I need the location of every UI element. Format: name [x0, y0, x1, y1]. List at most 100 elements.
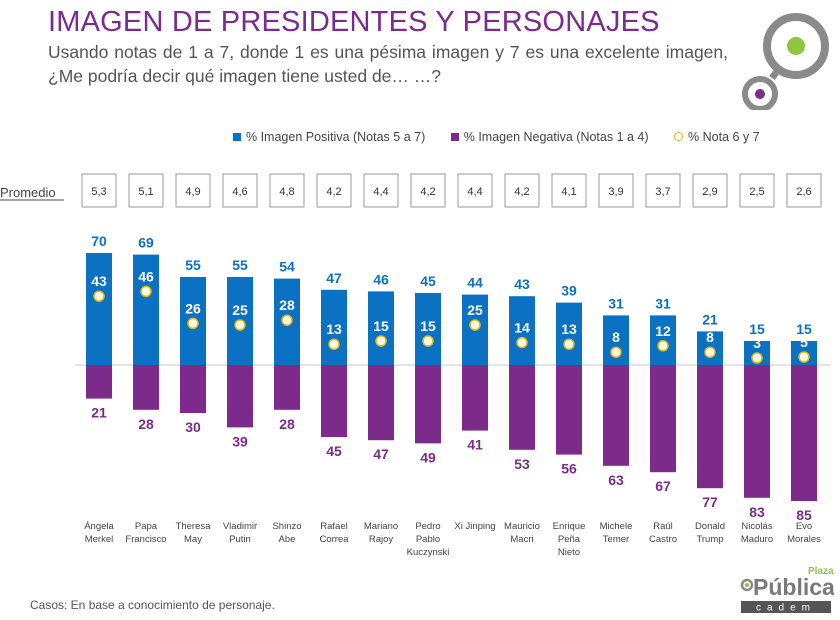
promedio-value: 4,2 — [514, 186, 529, 198]
brand-dot-center-icon — [745, 583, 749, 587]
category-label: Merkel — [85, 534, 114, 545]
nota-value-label: 8 — [612, 329, 620, 345]
positive-value-label: 44 — [467, 275, 483, 291]
negative-value-label: 45 — [326, 443, 342, 459]
nota-marker — [375, 335, 387, 347]
legend-negative-label: % Imagen Negativa (Notas 1 a 4) — [463, 130, 649, 144]
brand-sub: cadem — [756, 603, 816, 614]
category-label: Nicolás — [741, 521, 772, 532]
nota-value-label: 43 — [91, 273, 107, 289]
category-label: Temer — [603, 534, 629, 545]
promedio-value: 3,7 — [655, 186, 670, 198]
nota-marker — [798, 351, 810, 363]
negative-bar — [650, 365, 676, 473]
promedio-box — [645, 173, 681, 208]
positive-bar — [368, 291, 394, 365]
legend-nota-circle-icon — [674, 132, 684, 142]
negative-bar — [744, 365, 770, 498]
nota-value-label: 25 — [467, 302, 483, 318]
category-label: Correa — [319, 534, 349, 545]
page-title: IMAGEN DE PRESIDENTES Y PERSONAJES — [48, 6, 660, 38]
category-label: Abe — [279, 534, 296, 545]
logo-purple-dot — [755, 89, 765, 99]
negative-bar — [180, 365, 206, 413]
chart-legend: % Imagen Positiva (Notas 5 a 7) % Imagen… — [233, 130, 782, 144]
legend-nota: % Nota 6 y 7 — [674, 130, 760, 144]
nota-value-label: 15 — [420, 318, 436, 334]
negative-value-label: 63 — [608, 472, 624, 488]
nota-value-label: 12 — [655, 323, 671, 339]
promedio-value: 2,6 — [796, 186, 811, 198]
nota-marker — [610, 346, 622, 358]
category-label: Vladimir — [223, 521, 257, 532]
promedio-box — [410, 173, 446, 208]
negative-value-label: 67 — [655, 478, 671, 494]
promedio-box — [504, 173, 540, 208]
category-label: Mauricio — [504, 521, 540, 532]
category-label: Putin — [229, 534, 251, 545]
nota-marker — [140, 285, 152, 298]
promedio-box — [81, 173, 117, 208]
category-label: Peña — [558, 534, 581, 545]
nota-value-label: 25 — [232, 302, 248, 318]
category-label: May — [184, 534, 202, 545]
negative-value-label: 21 — [91, 405, 107, 421]
category-label: Castro — [649, 534, 677, 545]
nota-marker — [469, 319, 481, 331]
legend-negative-swatch — [450, 132, 459, 141]
nota-marker — [516, 336, 528, 349]
positive-bar — [321, 289, 347, 365]
negative-bar — [697, 365, 723, 489]
promedio-value: 4,4 — [467, 186, 482, 198]
negative-bar — [86, 365, 112, 399]
category-label: Macri — [510, 534, 533, 545]
positive-value-label: 15 — [749, 321, 765, 337]
positive-value-label: 55 — [185, 257, 201, 273]
legend-positive-swatch — [233, 132, 241, 141]
promedio-label: Promedio — [0, 185, 56, 200]
nota-marker — [234, 319, 246, 331]
legend-nota-label: % Nota 6 y 7 — [688, 130, 760, 144]
nota-marker — [657, 340, 669, 352]
positive-value-label: 21 — [702, 311, 718, 327]
category-label: Trump — [696, 534, 723, 545]
brand-name: Pública — [753, 574, 834, 600]
promedio-box — [457, 173, 493, 208]
negative-bar — [462, 365, 488, 431]
nota-marker — [751, 352, 763, 364]
promedio-value: 4,1 — [561, 186, 576, 198]
category-label: Nieto — [558, 547, 580, 558]
legend-negative: % Imagen Negativa (Notas 1 a 4) — [450, 130, 649, 144]
image-bar-chart: Promedio 5,3 70 21 43 Ángela Merkel 5,1 69 28 46 Pa… — [0, 173, 830, 558]
promedio-box — [175, 173, 211, 208]
negative-value-label: 47 — [373, 446, 389, 462]
nota-value-label: 13 — [326, 321, 342, 337]
negative-bar — [509, 365, 535, 450]
positive-value-label: 43 — [514, 276, 530, 292]
promedio-value: 4,2 — [420, 186, 435, 198]
negative-bar — [791, 365, 817, 501]
promedio-box — [128, 173, 164, 208]
nota-value-label: 3 — [753, 335, 761, 351]
positive-value-label: 70 — [91, 233, 107, 249]
category-label: Rajoy — [369, 534, 394, 545]
promedio-box — [692, 173, 728, 208]
nota-marker — [187, 317, 199, 330]
negative-value-label: 49 — [420, 449, 436, 465]
category-label: Shinzo — [272, 521, 301, 532]
nota-value-label: 26 — [185, 300, 201, 316]
negative-bar — [415, 365, 441, 444]
positive-value-label: 54 — [279, 259, 295, 275]
nota-marker — [93, 290, 105, 302]
promedio-box — [316, 173, 352, 208]
negative-value-label: 28 — [279, 416, 295, 432]
promedio-value: 5,1 — [138, 186, 153, 198]
nota-value-label: 46 — [138, 268, 154, 284]
legend-positive: % Imagen Positiva (Notas 5 a 7) — [233, 130, 425, 144]
nota-marker — [422, 335, 434, 347]
question-subtitle: Usando notas de 1 a 7, donde 1 es una pé… — [48, 42, 728, 86]
category-label: Evo — [796, 521, 812, 532]
category-label: Kuczynski — [407, 547, 450, 558]
promedio-value: 2,9 — [702, 186, 717, 198]
nota-marker — [563, 338, 575, 350]
